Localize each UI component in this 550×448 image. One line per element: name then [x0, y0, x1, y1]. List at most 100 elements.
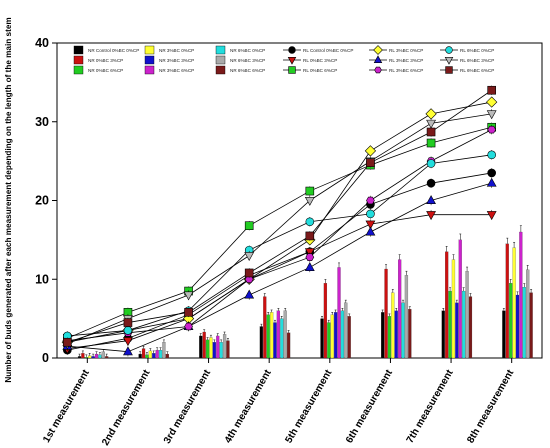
bar: [526, 269, 530, 359]
line-point: [374, 66, 382, 74]
bar: [323, 283, 328, 359]
line-point: [426, 127, 436, 137]
bar: [462, 290, 466, 359]
legend-label: NR 3%BC 0%CP: [159, 48, 194, 53]
line-point: [244, 289, 255, 299]
bar: [445, 251, 449, 359]
line-point: [487, 125, 497, 134]
legend-swatch: [144, 65, 155, 75]
bar: [155, 350, 159, 359]
legend: NR Control 0%BC 0%CP NR 0%BC 3%CP NR 0%BC …: [73, 45, 494, 75]
legend-item: NR 6%BC 0%CP: [215, 45, 265, 55]
line-point: [486, 110, 497, 120]
line-series-group: [61, 85, 498, 357]
series-line: [67, 126, 492, 339]
line-point: [426, 119, 436, 129]
legend-swatch: [73, 45, 84, 55]
bar: [273, 322, 277, 359]
bar: [101, 351, 105, 359]
bar: [334, 312, 338, 359]
legend-label: RL 0%BC 3%CP: [303, 58, 337, 63]
bar: [458, 239, 462, 359]
legend-item: RL 0%BC 6%CP: [283, 66, 337, 74]
bar: [98, 354, 102, 359]
bar: [381, 312, 385, 359]
x-tick-label: 1st measurement: [41, 367, 92, 444]
bar: [269, 312, 274, 359]
line-point: [287, 56, 297, 65]
legend-item: NR 0%BC 6%CP: [73, 65, 123, 75]
bar: [398, 259, 402, 359]
line-point: [123, 346, 133, 356]
line-point: [305, 186, 315, 196]
y-tick-label: 30: [35, 115, 49, 129]
series-line: [67, 154, 492, 337]
y-tick-label: 0: [42, 351, 49, 365]
x-tick-label: 8th measurement: [465, 367, 516, 445]
line-point: [445, 46, 453, 54]
bar: [455, 302, 459, 359]
line-point: [123, 318, 133, 327]
legend-item: RL 6%BC 0%CP: [440, 46, 494, 54]
line-point: [305, 231, 315, 241]
bar: [162, 342, 166, 359]
bar: [391, 292, 395, 359]
legend-label: NR 6%BC 6%CP: [230, 68, 265, 73]
legend-item: NR 6%BC 6%CP: [215, 65, 265, 75]
legend-label: RL 6%BC 3%CP: [460, 58, 494, 63]
bar: [384, 268, 388, 359]
bar: [502, 310, 506, 359]
legend-item: NR 0%BC 3%CP: [73, 55, 123, 65]
line-point: [445, 66, 453, 74]
line-point: [426, 159, 436, 168]
legend-item: NR 3%BC 6%CP: [144, 65, 194, 75]
legend-swatch: [215, 55, 226, 65]
line-point: [366, 209, 375, 219]
line-point: [487, 150, 496, 160]
bar: [222, 334, 227, 359]
line-point: [244, 221, 254, 230]
x-tick-label: 6th measurement: [344, 367, 395, 445]
line-point: [426, 178, 436, 188]
bar: [81, 353, 85, 359]
x-tick-label: 5th measurement: [283, 367, 334, 445]
legend-item: RL Control 0%BC 0%CP: [283, 46, 353, 54]
legend-label: RL 3%BC 6%CP: [389, 68, 423, 73]
bar: [266, 314, 270, 359]
legend-label: RL 6%BC 6%CP: [460, 68, 494, 73]
bar: [451, 259, 456, 359]
bar: [468, 296, 473, 359]
legend-label: RL 3%BC 0%CP: [389, 48, 423, 53]
bar-series-group: [77, 225, 533, 359]
bar: [148, 350, 152, 359]
bar: [276, 310, 280, 359]
y-tick-label: 10: [35, 272, 49, 286]
bar: [152, 353, 156, 359]
legend-swatch: [144, 55, 155, 65]
bar: [327, 322, 331, 359]
bar: [84, 357, 88, 359]
legend-label: RL Control 0%BC 0%CP: [303, 48, 353, 53]
line-point: [288, 66, 296, 74]
bar: [529, 292, 533, 359]
bar: [283, 310, 287, 359]
legend-label: RL 0%BC 6%CP: [303, 68, 337, 73]
line-point: [365, 220, 376, 230]
line-point: [366, 158, 375, 167]
bar: [286, 332, 291, 359]
line-point: [184, 308, 193, 317]
legend-swatch: [73, 55, 84, 65]
line-point: [487, 85, 496, 95]
series-line: [67, 129, 492, 342]
legend-item: RL 0%BC 3%CP: [283, 56, 337, 65]
legend-item: NR 3%BC 3%CP: [144, 55, 194, 65]
legend-label: NR Control 0%BC 0%CP: [88, 48, 139, 53]
bar: [77, 356, 82, 359]
line-point: [305, 253, 315, 261]
legend-swatch: [215, 45, 226, 55]
bar: [138, 353, 142, 359]
bar: [505, 243, 509, 359]
y-axis: 0 10 20 30 40: [35, 36, 57, 365]
bar: [394, 310, 398, 359]
